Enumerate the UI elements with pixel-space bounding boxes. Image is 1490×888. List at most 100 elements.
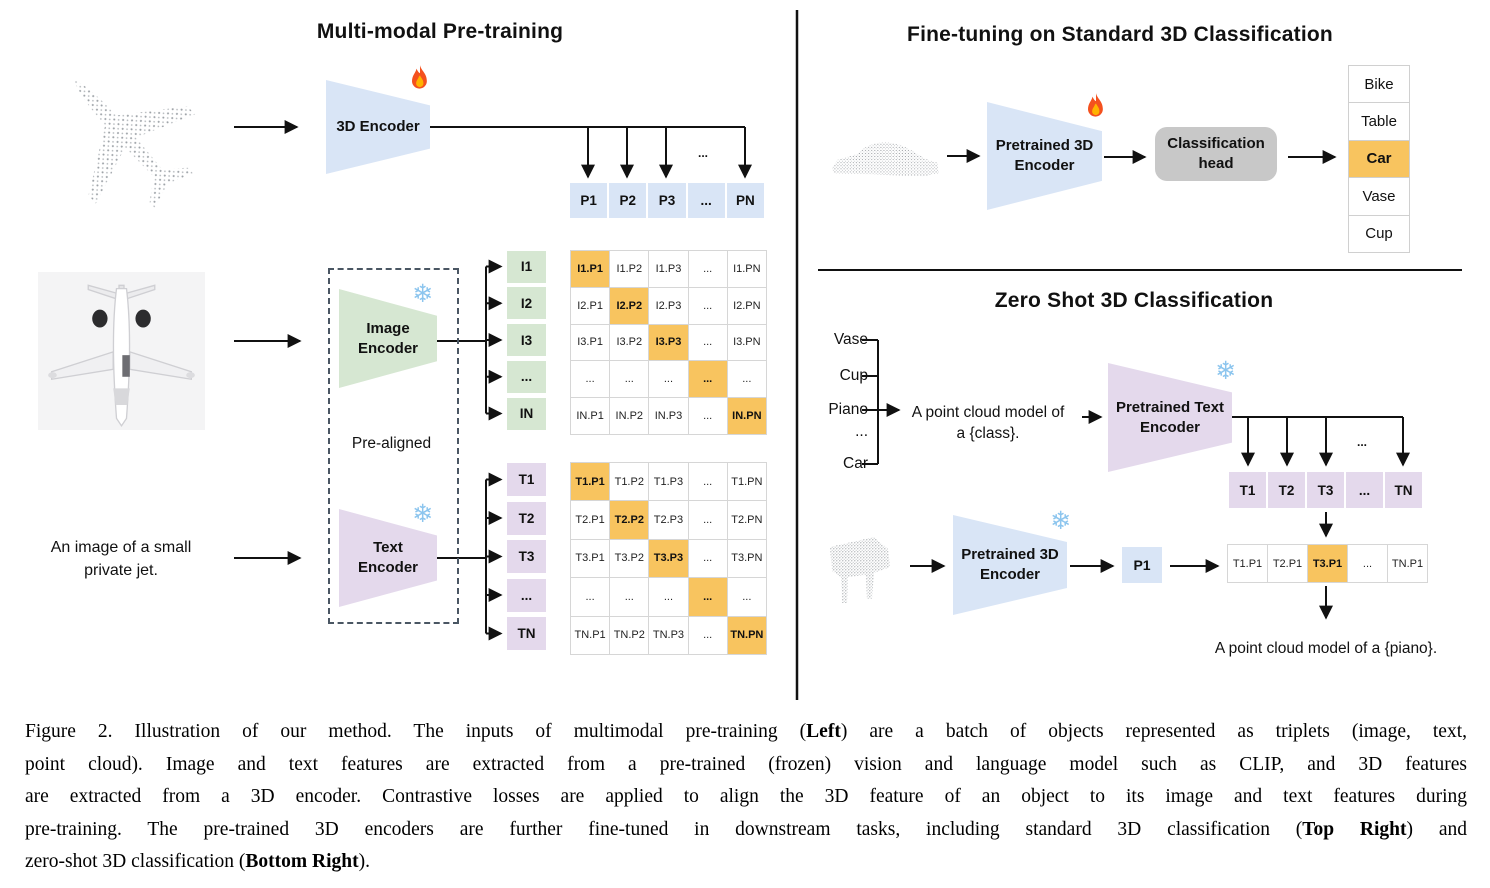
class-prediction-list: Bike Table Car Vase Cup	[1348, 65, 1410, 253]
image-text-caption-line1: An image of a small	[50, 539, 192, 556]
t-row-cell: T1	[1229, 472, 1266, 508]
fire-icon	[1082, 92, 1110, 129]
matrix-cell: T1.P1	[571, 463, 611, 502]
i-cell: I2	[507, 287, 546, 320]
matrix-cell: ...	[688, 287, 728, 325]
caption-line: are extracted from a 3D encoder. Contras…	[25, 781, 1467, 814]
text-encoder-label-line2: Encoder	[357, 559, 418, 576]
matrix-cell: IN.P1	[571, 398, 611, 435]
pretrained-3d-encoder-zs-label-line2: Encoder	[979, 566, 1040, 583]
matrix-cell: T3.P3	[649, 539, 689, 579]
candidate-class: ...	[855, 423, 868, 440]
matrix-cell: ...	[649, 578, 689, 617]
caption-segment: are extracted from a 3D encoder. Contras…	[25, 786, 1467, 807]
text-point-similarity-matrix: T1.P1 T1.P2 T1.P3... T1.PN T2.P1 T2.P2 T2.P3..…	[570, 462, 767, 655]
p-cell: P3	[648, 183, 686, 218]
pretrained-3d-encoder-label-line2: Encoder	[1014, 157, 1075, 174]
matrix-cell: T1.P3	[649, 463, 689, 502]
matrix-cell: ...	[727, 361, 767, 399]
left-panel-title: Multi-modal Pre-training	[316, 20, 564, 43]
classification-head-label-line1: Classification	[1167, 135, 1265, 152]
matrix-cell: T2.P2	[610, 501, 650, 540]
caption-segment: zero-shot 3D classification (	[25, 851, 246, 872]
classification-head-label-line2: head	[1198, 155, 1234, 172]
t-cell: ...	[507, 578, 546, 612]
matrix-cell: I3.P3	[649, 324, 689, 362]
t-cell: TN	[507, 617, 546, 650]
matrix-cell: ...	[649, 361, 689, 399]
pre-aligned-box	[328, 268, 459, 624]
result-cell: ...	[1348, 545, 1388, 583]
result-text: A point cloud model of a {piano}.	[1214, 640, 1438, 657]
matrix-cell: T2.P3	[649, 501, 689, 540]
caption-segment: ) are a batch of objects represented as …	[840, 721, 1467, 742]
result-cell: T1.P1	[1228, 545, 1268, 583]
matrix-cell: ...	[571, 361, 611, 399]
text-encoder-label-line1: Text	[373, 539, 403, 556]
matrix-cell: TN.PN	[727, 616, 767, 655]
prompt-text-line1: A point cloud model of	[911, 404, 1065, 421]
top-right-panel-title: Fine-tuning on Standard 3D Classificatio…	[907, 23, 1333, 46]
candidate-class: Car	[843, 455, 868, 472]
caption-bold-segment: Bottom Right	[245, 851, 359, 872]
matrix-cell: I3.P1	[571, 324, 611, 362]
pretrained-3d-encoder-label-line1: Pretrained 3D	[995, 137, 1094, 154]
caption-bold-segment: Top Right	[1302, 818, 1407, 840]
caption-segment: ) and	[1406, 818, 1467, 840]
matrix-cell: ...	[688, 251, 728, 288]
airplane-point-cloud	[38, 50, 223, 235]
matrix-cell: ...	[688, 578, 728, 617]
class-cell: Table	[1349, 103, 1409, 141]
image-encoder-label-line2: Encoder	[357, 339, 418, 357]
prompt-text: A point cloud model of a {class}.	[898, 402, 1078, 444]
candidate-class: Cup	[839, 367, 868, 384]
matrix-cell: T3.P1	[571, 539, 611, 579]
matrix-cell: ...	[610, 361, 650, 399]
matrix-cell: ...	[688, 539, 728, 579]
pretrained-text-encoder-label-line2: Encoder	[1139, 418, 1200, 436]
p-cell: P1	[570, 183, 608, 218]
matrix-cell: TN.P1	[571, 616, 611, 655]
caption-segment: pre-training. The pre-trained 3D encoder…	[25, 818, 1303, 840]
image-point-similarity-matrix: I1.P1 I1.P2 I1.P3... I1.PN I2.P1 I2.P2 I2.P3..…	[570, 250, 767, 435]
matrix-cell: T1.P2	[610, 463, 650, 502]
p-cell: PN	[726, 183, 764, 218]
result-cell: TN.P1	[1388, 545, 1428, 583]
i-cell: IN	[507, 397, 546, 430]
pretrained-text-encoder-box: Pretrained Text Encoder	[1108, 363, 1232, 472]
matrix-cell: I3.P2	[610, 324, 650, 362]
class-cell: Bike	[1349, 66, 1409, 104]
t-row-cell: TN	[1385, 472, 1422, 508]
t-cell: T3	[507, 540, 546, 573]
fire-icon	[406, 64, 434, 101]
caption-line: zero-shot 3D classification (Bottom Righ…	[25, 846, 1467, 879]
matrix-cell: ...	[610, 578, 650, 617]
matrix-cell: ...	[688, 616, 728, 655]
matrix-cell: IN.PN	[727, 398, 767, 435]
class-cell: Vase	[1349, 178, 1409, 216]
snowflake-icon: ❄	[1215, 356, 1236, 385]
matrix-cell: ...	[688, 361, 728, 399]
figure-caption: Figure 2. Illustration of our method. Th…	[25, 716, 1467, 879]
piano-point-cloud	[824, 533, 896, 607]
image-text-caption-line2: private jet.	[84, 562, 158, 579]
result-cell: T3.P1	[1308, 545, 1348, 583]
matrix-cell: TN.P3	[649, 616, 689, 655]
3d-encoder-label: 3D Encoder	[336, 118, 420, 135]
matrix-cell: T2.P1	[571, 501, 611, 540]
matrix-cell: I2.P2	[610, 287, 650, 325]
snowflake-icon: ❄	[412, 279, 433, 308]
i-cell: I1	[507, 250, 546, 283]
matrix-cell: I1.P3	[649, 251, 689, 288]
result-cell: T2.P1	[1268, 545, 1308, 583]
snowflake-icon: ❄	[1050, 506, 1071, 535]
matrix-cell: T2.PN	[727, 501, 767, 540]
matrix-cell: I1.PN	[727, 251, 767, 288]
matrix-cell: IN.P2	[610, 398, 650, 435]
t-cell: T1	[507, 463, 546, 496]
t-row-cell: ...	[1346, 472, 1383, 508]
matrix-cell: TN.P2	[610, 616, 650, 655]
caption-bold-segment: Left	[806, 721, 841, 742]
matrix-cell: ...	[727, 578, 767, 617]
